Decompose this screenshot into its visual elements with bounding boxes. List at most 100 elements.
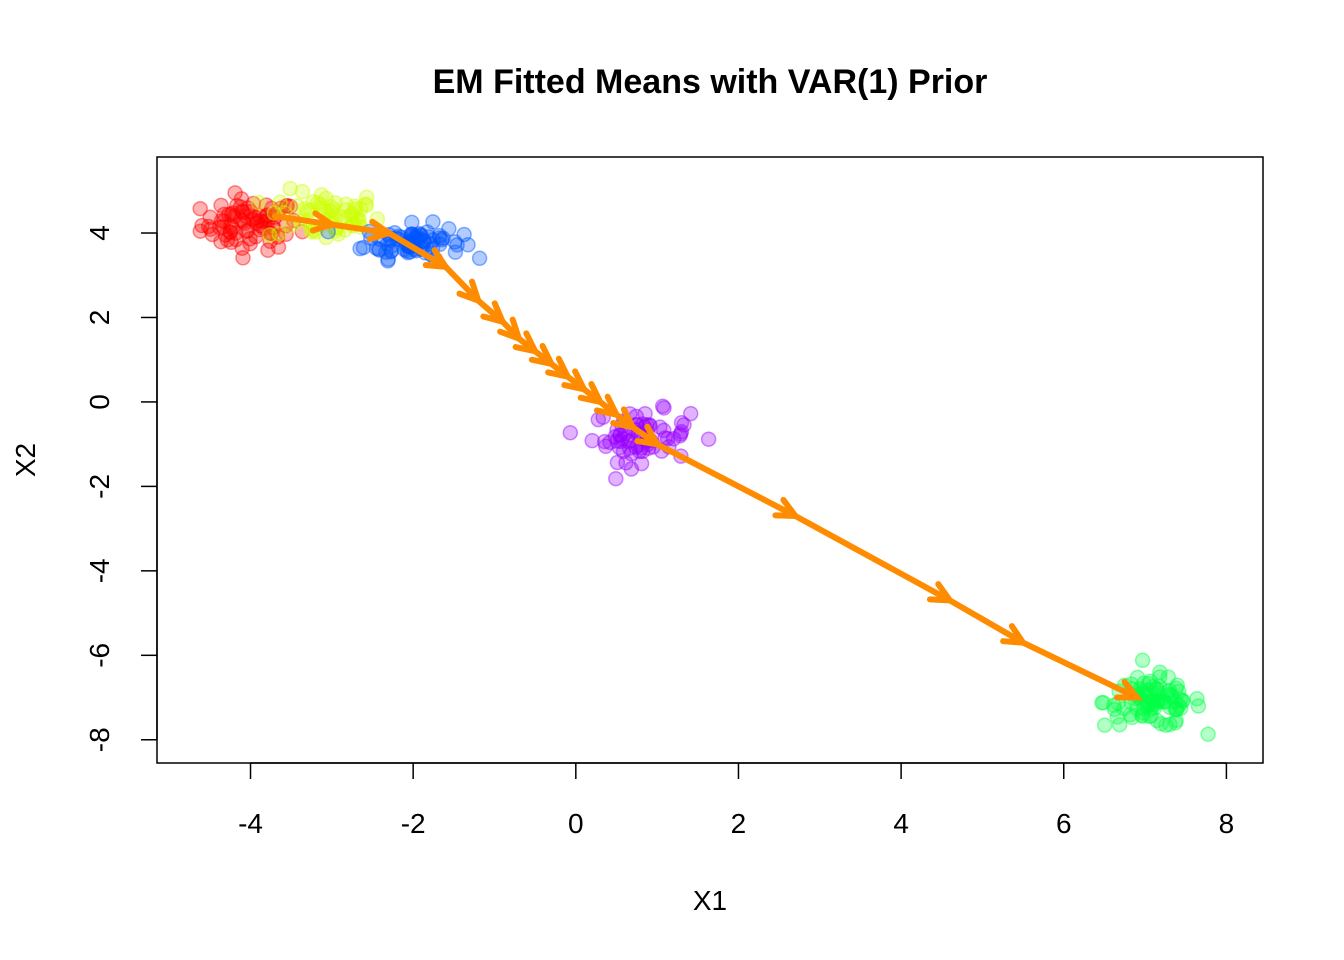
cluster-4-point bbox=[1156, 694, 1173, 710]
trajectory-segment bbox=[654, 441, 799, 519]
cluster-2-point bbox=[416, 234, 432, 250]
cluster-0-point bbox=[263, 200, 280, 217]
y-tick-label: -6 bbox=[84, 643, 115, 668]
cluster-4-point bbox=[1148, 681, 1165, 698]
cluster-2-point bbox=[408, 228, 425, 244]
cluster-3-point bbox=[656, 400, 672, 416]
cluster-0-point bbox=[260, 242, 276, 258]
trajectory-segment bbox=[328, 221, 392, 237]
cluster-0-point bbox=[265, 219, 282, 236]
cluster-4-point bbox=[1146, 700, 1163, 716]
cluster-4-point bbox=[1143, 700, 1159, 717]
scatter-points bbox=[192, 180, 1216, 742]
cluster-0-point bbox=[237, 215, 253, 231]
cluster-4-point bbox=[1140, 675, 1157, 692]
cluster-0-point bbox=[258, 197, 275, 213]
cluster-1-point bbox=[318, 190, 334, 207]
cluster-2-point bbox=[379, 236, 396, 252]
cluster-4-point bbox=[1149, 695, 1165, 711]
cluster-0-point bbox=[257, 213, 273, 230]
cluster-4-point bbox=[1162, 699, 1178, 716]
cluster-0-point bbox=[278, 198, 295, 214]
cluster-4-point bbox=[1135, 705, 1151, 721]
cluster-3-point bbox=[659, 430, 676, 447]
cluster-1-point bbox=[323, 198, 339, 215]
cluster-0-point bbox=[225, 205, 241, 221]
cluster-0-point bbox=[227, 185, 243, 201]
cluster-4-point bbox=[1160, 687, 1176, 703]
cluster-2-point bbox=[420, 229, 437, 245]
cluster-2-point bbox=[416, 233, 432, 249]
cluster-4-point bbox=[1144, 694, 1161, 710]
cluster-0-point bbox=[279, 197, 296, 214]
plot-frame bbox=[156, 156, 1264, 764]
cluster-0-point bbox=[226, 208, 243, 225]
cluster-1-point bbox=[337, 202, 354, 218]
cluster-4-point bbox=[1124, 709, 1140, 726]
cluster-0-point bbox=[242, 231, 258, 247]
x-tick-label: 0 bbox=[568, 808, 584, 839]
cluster-4-point bbox=[1111, 716, 1128, 733]
y-tick-label: 2 bbox=[84, 310, 115, 326]
cluster-0-point bbox=[224, 220, 240, 236]
x-axis: -4 -2 0 2 4 6 8 bbox=[238, 762, 1234, 839]
y-tick-label: 4 bbox=[84, 225, 115, 241]
cluster-0-point bbox=[234, 240, 250, 256]
cluster-2-point bbox=[434, 232, 450, 248]
cluster-0-point bbox=[192, 200, 208, 217]
cluster-4-point bbox=[1159, 684, 1176, 700]
cluster-0-point bbox=[252, 208, 268, 224]
cluster-0-point bbox=[240, 200, 256, 216]
cluster-4-point bbox=[1106, 701, 1123, 718]
cluster-3-point bbox=[609, 433, 625, 449]
cluster-3-point bbox=[623, 445, 640, 462]
cluster-0-point bbox=[294, 223, 311, 240]
chart-title: EM Fitted Means with VAR(1) Prior bbox=[433, 63, 988, 101]
cluster-2-point bbox=[411, 225, 428, 242]
cluster-4-point bbox=[1167, 694, 1184, 710]
cluster-2-point bbox=[419, 224, 435, 240]
cluster-0-point bbox=[234, 203, 250, 219]
cluster-4-point bbox=[1134, 707, 1150, 723]
cluster-0-point bbox=[248, 215, 265, 231]
cluster-1-point bbox=[272, 194, 288, 211]
y-tick-label: -2 bbox=[84, 474, 115, 499]
x-axis-label: X1 bbox=[693, 885, 727, 916]
cluster-2-point bbox=[371, 242, 387, 258]
cluster-3-point bbox=[609, 454, 626, 471]
cluster-3-point bbox=[657, 430, 673, 446]
cluster-0-point bbox=[249, 213, 265, 229]
cluster-0-point bbox=[222, 224, 239, 240]
cluster-3-point bbox=[615, 443, 632, 460]
cluster-3-point bbox=[700, 431, 717, 447]
cluster-4-point bbox=[1168, 701, 1184, 717]
cluster-4-point bbox=[1189, 690, 1205, 707]
cluster-4-point bbox=[1156, 694, 1173, 710]
cluster-2-point bbox=[432, 230, 448, 246]
cluster-2-point bbox=[449, 237, 465, 253]
cluster-2-point bbox=[416, 232, 432, 249]
cluster-2-point bbox=[404, 214, 420, 231]
cluster-1-point bbox=[294, 183, 311, 200]
cluster-4-point bbox=[1129, 669, 1146, 686]
cluster-1-point bbox=[347, 198, 363, 215]
cluster-4-point bbox=[1175, 692, 1191, 709]
cluster-3-point bbox=[665, 431, 682, 447]
cluster-4-point bbox=[1141, 696, 1158, 712]
cluster-4-point bbox=[1200, 726, 1216, 742]
cluster-1-point bbox=[352, 201, 369, 217]
cluster-0-point bbox=[223, 234, 239, 251]
cluster-4-point bbox=[1151, 678, 1168, 695]
cluster-4-point bbox=[1161, 682, 1178, 699]
cluster-4-point bbox=[1122, 706, 1138, 723]
cluster-1-point bbox=[327, 195, 343, 211]
cluster-2-point bbox=[413, 227, 429, 244]
cluster-4-point bbox=[1149, 693, 1166, 710]
cluster-2-point bbox=[441, 221, 457, 237]
trajectory-arrowhead bbox=[1113, 678, 1144, 701]
cluster-0-point bbox=[213, 197, 229, 214]
cluster-0-point bbox=[228, 231, 244, 248]
cluster-2-point bbox=[456, 226, 472, 243]
cluster-4-point bbox=[1150, 685, 1167, 701]
cluster-1-point bbox=[358, 197, 375, 214]
